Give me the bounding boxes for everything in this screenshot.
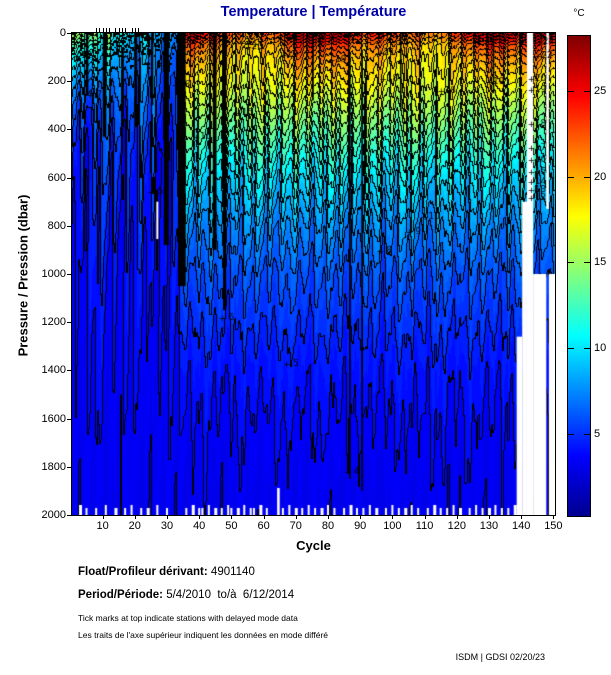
y-tick-label: 1200 bbox=[41, 316, 66, 329]
plot-canvas bbox=[72, 33, 555, 515]
x-tick-label: 80 bbox=[321, 520, 335, 532]
colorbar-tick-label: 15 bbox=[594, 256, 607, 269]
x-tick-mark bbox=[392, 515, 394, 519]
delayed-mode-tick bbox=[102, 28, 104, 32]
x-tick-mark bbox=[166, 515, 168, 519]
y-tick-mark bbox=[67, 418, 71, 420]
float-id-line: Float/Profileur dérivant: 4901140 bbox=[78, 566, 255, 578]
chart-title: Temperature | Température bbox=[220, 4, 407, 20]
float-id-value: 4901140 bbox=[210, 566, 255, 578]
delayed-mode-tick bbox=[134, 28, 136, 32]
colorbar-tick-mark bbox=[584, 90, 590, 92]
x-tick-mark bbox=[424, 515, 426, 519]
x-tick-mark bbox=[231, 515, 233, 519]
x-tick-mark bbox=[521, 515, 523, 519]
y-tick-mark bbox=[67, 177, 71, 179]
y-tick-label: 0 bbox=[59, 27, 66, 39]
note-english: Tick marks at top indicate stations with… bbox=[78, 613, 298, 623]
delayed-mode-tick bbox=[109, 28, 111, 32]
delayed-mode-tick bbox=[115, 28, 117, 32]
colorbar-tick-label: 25 bbox=[594, 84, 607, 97]
y-tick-mark bbox=[67, 225, 71, 227]
colorbar-tick-mark bbox=[584, 348, 590, 349]
colorbar-tick-mark bbox=[568, 176, 574, 178]
colorbar-gradient bbox=[568, 36, 590, 516]
x-tick-label: 140 bbox=[512, 520, 531, 532]
x-tick-label: 100 bbox=[383, 520, 402, 532]
credit-stamp: ISDM | GDSI 02/20/23 bbox=[455, 652, 545, 662]
delayed-mode-tick bbox=[105, 28, 107, 32]
colorbar bbox=[567, 35, 591, 517]
x-tick-mark bbox=[360, 515, 362, 519]
colorbar-tick-mark bbox=[584, 176, 590, 178]
y-tick-label: 400 bbox=[47, 123, 66, 136]
x-tick-mark bbox=[263, 515, 265, 519]
x-tick-mark bbox=[456, 515, 458, 519]
x-tick-label: 40 bbox=[193, 520, 206, 532]
delayed-mode-tick bbox=[118, 28, 120, 32]
colorbar-tick-label: 5 bbox=[594, 427, 601, 440]
y-tick-mark bbox=[67, 81, 71, 83]
y-tick-label: 1600 bbox=[41, 412, 66, 425]
y-tick-label: 800 bbox=[47, 219, 66, 232]
x-tick-label: 70 bbox=[289, 520, 302, 532]
x-tick-label: 90 bbox=[354, 520, 367, 532]
delayed-mode-tick bbox=[138, 28, 139, 32]
y-tick-label: 1000 bbox=[41, 268, 66, 280]
plot-area bbox=[71, 32, 556, 516]
x-tick-mark bbox=[295, 515, 297, 519]
x-tick-label: 110 bbox=[415, 520, 434, 532]
x-tick-mark bbox=[134, 515, 136, 519]
y-tick-label: 1800 bbox=[41, 460, 66, 473]
x-tick-label: 60 bbox=[257, 520, 270, 532]
x-tick-label: 10 bbox=[96, 520, 109, 532]
y-tick-label: 600 bbox=[47, 171, 66, 184]
x-tick-label: 150 bbox=[544, 520, 563, 532]
x-tick-mark bbox=[488, 515, 490, 519]
colorbar-tick-label: 20 bbox=[594, 170, 607, 183]
x-tick-label: 120 bbox=[447, 520, 466, 532]
y-tick-mark bbox=[67, 33, 71, 34]
period-label: Period/Période: bbox=[78, 589, 163, 601]
delayed-mode-tick bbox=[96, 28, 98, 32]
y-tick-mark bbox=[67, 370, 71, 372]
colorbar-tick-mark bbox=[568, 433, 574, 435]
colorbar-tick-label: 10 bbox=[594, 342, 607, 354]
x-tick-mark bbox=[102, 515, 104, 519]
colorbar-tick-mark bbox=[584, 433, 590, 435]
period-line: Period/Période: 5/4/2010 to/à 6/12/2014 bbox=[78, 589, 294, 601]
x-tick-label: 50 bbox=[225, 520, 238, 532]
y-tick-label: 1400 bbox=[41, 364, 66, 377]
y-tick-label: 200 bbox=[47, 75, 66, 88]
y-tick-mark bbox=[67, 466, 71, 468]
x-tick-mark bbox=[199, 515, 201, 519]
colorbar-unit-label: °C bbox=[573, 8, 585, 19]
delayed-mode-tick bbox=[125, 28, 127, 32]
colorbar-tick-mark bbox=[568, 262, 574, 264]
colorbar-tick-mark bbox=[568, 348, 574, 349]
x-tick-mark bbox=[327, 515, 329, 519]
x-tick-label: 20 bbox=[128, 520, 141, 532]
y-tick-mark bbox=[67, 515, 71, 516]
colorbar-tick-mark bbox=[568, 90, 574, 92]
delayed-mode-tick bbox=[121, 28, 123, 32]
note-french: Les traits de l'axe supérieur indiquent … bbox=[78, 630, 329, 640]
x-tick-label: 130 bbox=[479, 520, 499, 532]
y-tick-label: 2000 bbox=[41, 509, 66, 521]
y-tick-mark bbox=[67, 129, 71, 131]
x-tick-label: 30 bbox=[160, 520, 174, 532]
float-id-label: Float/Profileur dérivant: bbox=[78, 566, 208, 578]
period-value: 5/4/2010 to/à 6/12/2014 bbox=[166, 589, 295, 601]
x-axis-label: Cycle bbox=[296, 538, 331, 553]
delayed-mode-tick bbox=[99, 28, 101, 32]
y-tick-mark bbox=[67, 274, 71, 275]
x-tick-mark bbox=[553, 515, 555, 519]
colorbar-tick-mark bbox=[584, 262, 590, 264]
delayed-mode-tick bbox=[131, 28, 133, 32]
y-tick-mark bbox=[67, 322, 71, 324]
